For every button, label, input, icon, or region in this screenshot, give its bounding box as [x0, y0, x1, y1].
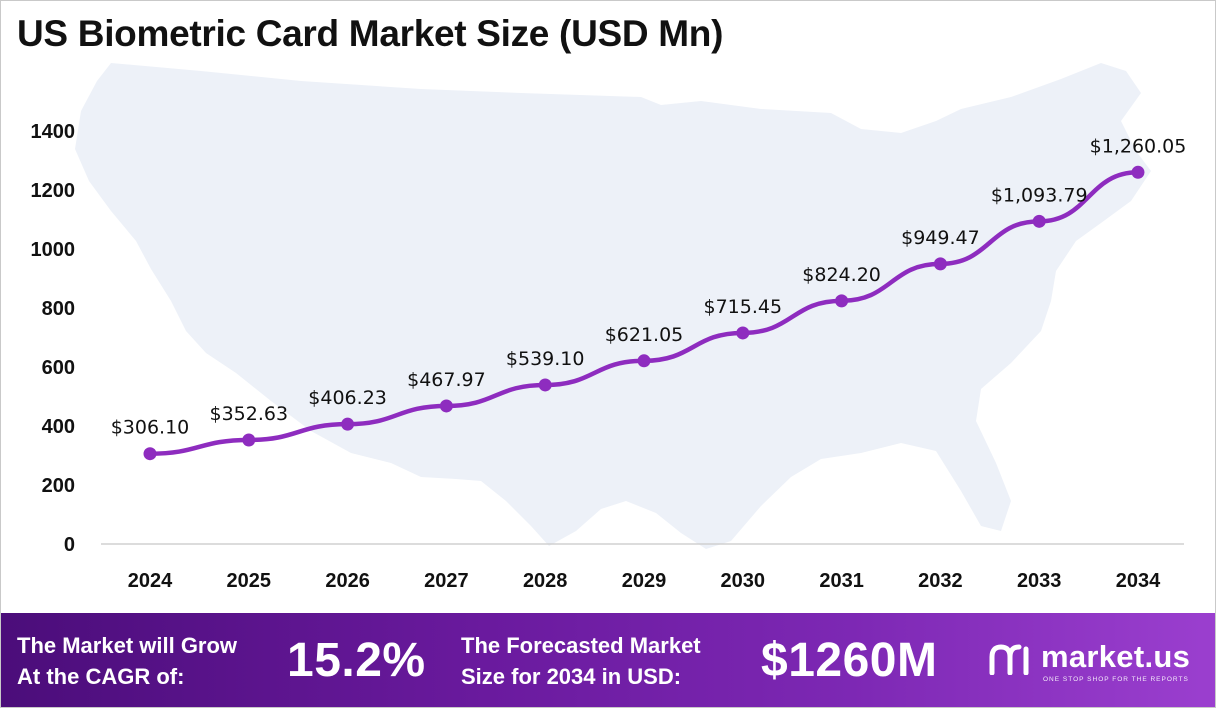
- y-tick-label: 1400: [31, 121, 76, 143]
- data-point: [835, 294, 849, 308]
- x-tick-label: 2029: [622, 570, 667, 592]
- data-label: $715.45: [704, 296, 783, 318]
- data-point: [143, 447, 157, 461]
- data-label: $352.63: [210, 403, 289, 425]
- cagr-label: The Market will Grow At the CAGR of:: [17, 630, 237, 692]
- forecast-label-line1: The Forecasted Market: [461, 633, 701, 658]
- x-tick-label: 2031: [819, 570, 864, 592]
- data-point: [1131, 165, 1145, 179]
- forecast-label-line2: Size for 2034 in USD:: [461, 664, 682, 689]
- x-tick-label: 2033: [1017, 570, 1062, 592]
- data-label: $467.97: [407, 369, 486, 391]
- x-axis: 2024 2025 2026 2027 2028 2029 2030 2031 2032 2033…: [101, 543, 1184, 592]
- y-tick-label: 200: [42, 475, 75, 497]
- y-tick-label: 1200: [31, 180, 76, 202]
- brand-name: market.us: [1041, 639, 1191, 674]
- data-point: [439, 399, 453, 413]
- x-tick-label: 2030: [721, 570, 766, 592]
- cagr-label-line2: At the CAGR of:: [17, 664, 185, 689]
- brand-logo: market.us ONE STOP SHOP FOR THE REPORTS: [989, 639, 1209, 689]
- data-point: [736, 326, 750, 340]
- x-tick-label: 2025: [227, 570, 272, 592]
- x-tick-label: 2032: [918, 570, 963, 592]
- y-tick-label: 0: [64, 534, 75, 556]
- y-axis: 0 200 400 600 800 1000 1200 1400: [31, 121, 76, 556]
- summary-banner: The Market will Grow At the CAGR of: 15.…: [1, 613, 1215, 707]
- data-label: $1,260.05: [1090, 135, 1187, 157]
- data-label: $1,093.79: [991, 184, 1088, 206]
- y-tick-label: 600: [42, 357, 75, 379]
- series-us-biometric-card: [143, 165, 1145, 461]
- series-line: [147, 170, 1141, 456]
- data-label: $621.05: [605, 324, 684, 346]
- data-label: $539.10: [506, 348, 585, 370]
- forecast-value: $1260M: [761, 634, 938, 687]
- data-point: [242, 433, 256, 447]
- data-point: [637, 354, 651, 368]
- y-tick-label: 800: [42, 298, 75, 320]
- x-tick-label: 2024: [128, 570, 173, 592]
- us-map-silhouette: [75, 63, 1151, 549]
- data-labels: $306.10 $352.63 $406.23 $467.97 $539.10 $621.…: [111, 135, 1187, 438]
- x-tick-label: 2026: [325, 570, 370, 592]
- x-tick-label: 2034: [1116, 570, 1161, 592]
- data-point: [1032, 214, 1046, 228]
- data-point: [538, 378, 552, 392]
- market-us-logo-icon: [989, 644, 1029, 675]
- data-label: $406.23: [308, 387, 387, 409]
- x-tick-label: 2028: [523, 570, 568, 592]
- forecast-label: The Forecasted Market Size for 2034 in U…: [461, 630, 701, 692]
- data-label: $824.20: [802, 264, 881, 286]
- x-tick-label: 2027: [424, 570, 469, 592]
- cagr-value: 15.2%: [287, 634, 426, 687]
- brand-tagline: ONE STOP SHOP FOR THE REPORTS: [1043, 676, 1189, 683]
- y-tick-label: 400: [42, 416, 75, 438]
- data-label: $949.47: [901, 227, 980, 249]
- data-point: [341, 417, 355, 431]
- data-label: $306.10: [111, 417, 190, 439]
- data-point: [933, 257, 947, 271]
- chart-title: US Biometric Card Market Size (USD Mn): [17, 13, 724, 54]
- cagr-label-line1: The Market will Grow: [17, 633, 238, 658]
- y-tick-label: 1000: [31, 239, 76, 261]
